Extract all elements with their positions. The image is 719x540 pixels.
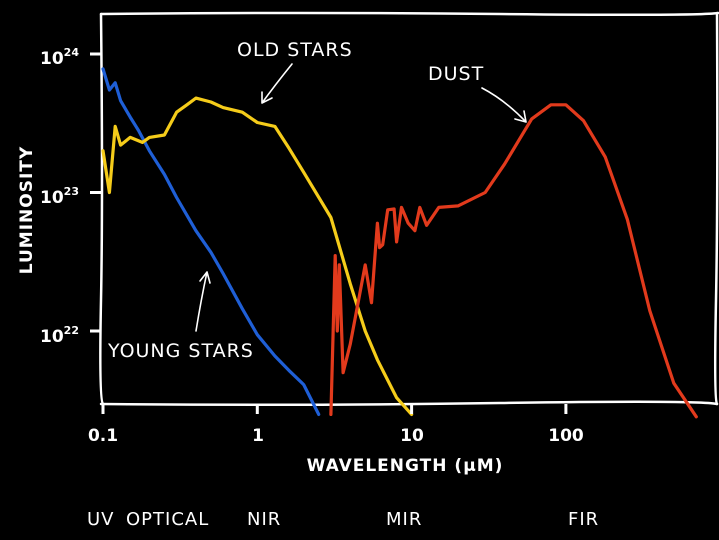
annotation-old-stars: OLD STARS (237, 39, 353, 61)
frame-left (99, 12, 105, 406)
band-label-mir: MIR (386, 509, 422, 530)
series-layer (101, 67, 698, 419)
y-tick-label-1e23: 1023 (40, 185, 79, 208)
y-tick-label-1e24: 1024 (40, 46, 79, 69)
annotations: OLD STARS DUST YOUNG STARS (107, 39, 527, 362)
wavelength-bands: UV OPTICAL NIR MIR FIR (87, 509, 599, 530)
series-line-dust (329, 103, 698, 419)
band-label-optical: OPTICAL (126, 509, 209, 530)
x-tick-label-100: 100 (548, 426, 584, 446)
y-tick-exp: 22 (64, 324, 79, 337)
y-tick-base: 10 (40, 327, 64, 347)
x-tick-labels: 0.1 1 10 100 (88, 426, 584, 446)
y-tick-labels: 1022 1023 1024 (40, 46, 79, 347)
y-tick-base: 10 (40, 49, 64, 69)
band-label-fir: FIR (568, 509, 599, 530)
x-tick-label-10: 10 (400, 426, 424, 446)
annotation-dust: DUST (428, 63, 484, 85)
series-line-old-stars (101, 96, 414, 416)
x-tick-label-0.1: 0.1 (88, 426, 118, 446)
series-line-young-stars (101, 67, 321, 416)
y-tick-label-1e22: 1022 (40, 324, 79, 347)
x-axis-title: WAVELENGTH (μM) (307, 456, 504, 476)
band-label-nir: NIR (247, 509, 281, 530)
tick-layer (90, 52, 568, 414)
annotation-arrow-young-stars (195, 271, 211, 332)
y-axis-title: LUMINOSITY (17, 146, 37, 274)
x-tick-label-1: 1 (252, 426, 264, 446)
frame-top (99, 11, 719, 17)
annotation-arrow-dust (481, 87, 527, 123)
annotation-arrow-old-stars (261, 63, 293, 104)
frame-right (713, 11, 719, 406)
y-tick-base: 10 (40, 188, 64, 208)
plot-frame (99, 11, 719, 407)
y-tick-exp: 24 (64, 46, 80, 59)
y-tick-exp: 23 (64, 185, 79, 198)
band-label-uv: UV (87, 509, 115, 530)
x-axis-line (99, 400, 719, 407)
annotation-young-stars: YOUNG STARS (107, 340, 254, 362)
